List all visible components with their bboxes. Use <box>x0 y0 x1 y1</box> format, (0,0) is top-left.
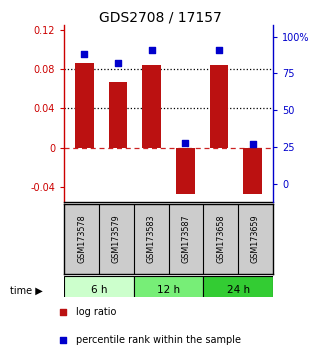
Text: GSM173587: GSM173587 <box>181 215 190 263</box>
Point <box>250 142 255 147</box>
Bar <box>203 204 238 274</box>
Text: 6 h: 6 h <box>91 285 107 295</box>
Text: GSM173583: GSM173583 <box>147 215 156 263</box>
Point <box>82 51 87 57</box>
Bar <box>169 204 203 274</box>
Text: time ▶: time ▶ <box>10 285 42 295</box>
Text: GDS2708 / 17157: GDS2708 / 17157 <box>99 11 222 25</box>
Bar <box>203 276 273 304</box>
Text: GSM173578: GSM173578 <box>77 215 86 263</box>
Bar <box>143 65 161 148</box>
Text: GSM173579: GSM173579 <box>112 215 121 263</box>
Bar <box>134 276 203 304</box>
Bar <box>134 204 169 274</box>
Text: percentile rank within the sample: percentile rank within the sample <box>76 335 241 345</box>
Text: 12 h: 12 h <box>157 285 180 295</box>
Point <box>116 60 121 66</box>
Bar <box>238 204 273 274</box>
Bar <box>64 204 99 274</box>
Text: GSM173659: GSM173659 <box>251 215 260 263</box>
Bar <box>99 204 134 274</box>
Point <box>216 47 221 53</box>
Text: 24 h: 24 h <box>227 285 250 295</box>
Bar <box>243 148 262 194</box>
Bar <box>75 63 94 148</box>
Point <box>149 47 154 53</box>
Point <box>183 140 188 146</box>
Bar <box>210 65 228 148</box>
Bar <box>176 148 195 194</box>
Bar <box>109 82 127 148</box>
Text: GSM173658: GSM173658 <box>216 215 225 263</box>
Bar <box>64 276 134 304</box>
Text: log ratio: log ratio <box>76 307 116 316</box>
